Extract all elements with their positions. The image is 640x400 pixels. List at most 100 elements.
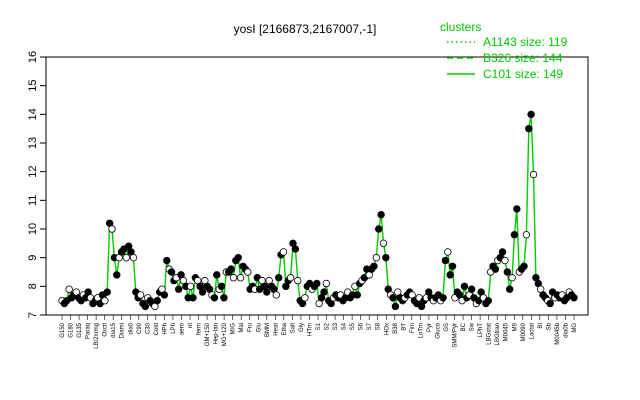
x-tick-label: SMM/Pyr xyxy=(453,323,459,348)
x-tick-label: G180 xyxy=(69,322,75,337)
data-point xyxy=(122,253,130,262)
data-point xyxy=(484,296,492,305)
data-point xyxy=(546,299,554,308)
data-point xyxy=(522,231,531,239)
x-tick-label: dia0 xyxy=(128,322,134,334)
x-tick-label: B38 xyxy=(393,322,399,333)
data-point xyxy=(570,294,578,302)
x-tick-label: Salt xyxy=(290,323,296,334)
x-tick-label: S5 xyxy=(350,322,356,330)
x-tick-label: GS xyxy=(444,323,450,332)
x-tick-label: Sb xyxy=(546,322,552,330)
x-tick-label: aero xyxy=(179,322,185,335)
data-point xyxy=(186,282,195,291)
x-tick-label: BC xyxy=(461,322,467,331)
data-point xyxy=(320,288,328,296)
legend-label: A1143 size: 119 xyxy=(483,35,568,49)
x-tick-label: HOx xyxy=(384,323,390,335)
legend-label: B326 size: 144 xyxy=(483,51,563,65)
x-tick-label: Etha xyxy=(282,322,288,335)
y-tick-label: 12 xyxy=(27,166,39,178)
x-tick-label: Mal xyxy=(239,323,245,333)
x-tick-label: Lactat xyxy=(529,323,535,340)
x-tick-label: C30 xyxy=(145,322,151,334)
x-tick-label: S6 xyxy=(359,322,365,330)
x-tick-label: dia15 xyxy=(111,322,117,337)
data-point xyxy=(525,124,533,133)
data-point xyxy=(503,268,512,276)
y-tick-label: 13 xyxy=(27,137,39,149)
data-point xyxy=(65,285,73,293)
data-point xyxy=(136,291,145,299)
data-point xyxy=(263,288,271,296)
x-tick-label: S2 xyxy=(325,322,331,330)
x-tick-label: M0045 xyxy=(504,322,510,341)
data-point xyxy=(217,282,226,291)
data-point xyxy=(448,262,457,270)
data-point xyxy=(508,274,516,282)
x-tick-label: LPh xyxy=(171,323,177,334)
x-tick-label: LBGtran xyxy=(495,323,501,345)
data-point xyxy=(498,248,507,256)
x-tick-label: C90 xyxy=(137,322,143,334)
y-tick-label: 16 xyxy=(27,51,39,63)
x-tick-label: HTm xyxy=(307,323,313,336)
legend: clusters A1143 size: 119 B326 size: 144 C1… xyxy=(440,20,568,81)
y-axis: 7 8 9 10 11 12 13 14 15 16 xyxy=(27,51,46,318)
x-tick-label: MG xyxy=(572,323,578,333)
data-point xyxy=(167,268,176,276)
legend-title: clusters xyxy=(440,20,481,34)
data-point xyxy=(113,271,121,279)
x-tick-label: S1 xyxy=(316,322,322,330)
x-tick-label: BT xyxy=(401,323,407,331)
y-tick-label: 7 xyxy=(27,312,39,318)
x-tick-label: LoTm xyxy=(418,323,424,338)
x-tick-label: Gly xyxy=(299,323,305,332)
data-point xyxy=(501,256,509,265)
data-point xyxy=(375,225,383,233)
data-point xyxy=(441,256,450,265)
series-line-c101 xyxy=(61,114,575,309)
x-tick-label: LPhT xyxy=(478,323,484,338)
data-point xyxy=(527,110,535,119)
data-point xyxy=(103,288,111,296)
data-point xyxy=(520,262,528,270)
data-point xyxy=(279,248,288,256)
x-tick-label: M9 xyxy=(512,322,518,331)
data-point xyxy=(129,253,138,262)
data-point xyxy=(510,231,519,239)
chart-title: yosI [2166873,2167007,-1] xyxy=(234,22,377,36)
x-tick-label: S4 xyxy=(342,322,348,330)
data-point xyxy=(370,262,378,270)
series-lines xyxy=(61,114,575,309)
data-point xyxy=(244,268,252,276)
data-point xyxy=(529,170,538,179)
x-tick-label: G150 xyxy=(60,322,66,337)
x-tick-label: HPh xyxy=(162,323,168,335)
data-point xyxy=(291,245,300,253)
plot-frame xyxy=(45,56,589,316)
x-tick-label: LB/2xrmg xyxy=(94,323,100,349)
data-point xyxy=(189,294,197,302)
x-tick-label: Gluco xyxy=(435,322,441,338)
x-axis: G150 G180 G135 Paraq LB/2xrmg Oxctl dia15 Diami… xyxy=(60,315,578,349)
x-tick-label: S3 xyxy=(333,322,339,330)
data-point xyxy=(213,271,221,279)
data-point xyxy=(379,239,388,248)
x-tick-label: BI xyxy=(538,323,544,329)
data-point xyxy=(313,279,321,288)
x-tick-label: M0090 xyxy=(521,322,527,341)
x-tick-label: Fru xyxy=(248,323,254,332)
data-point xyxy=(153,296,161,305)
data-point xyxy=(236,274,245,282)
y-tick-label: 9 xyxy=(27,255,39,261)
data-point xyxy=(460,282,469,291)
legend-label: C101 size: 149 xyxy=(483,67,563,81)
data-point xyxy=(272,291,281,299)
data-point xyxy=(174,285,183,293)
x-tick-label: GM+150 xyxy=(205,322,211,346)
data-point xyxy=(467,285,476,293)
data-point xyxy=(234,253,242,262)
x-tick-label: ferm xyxy=(197,323,203,335)
